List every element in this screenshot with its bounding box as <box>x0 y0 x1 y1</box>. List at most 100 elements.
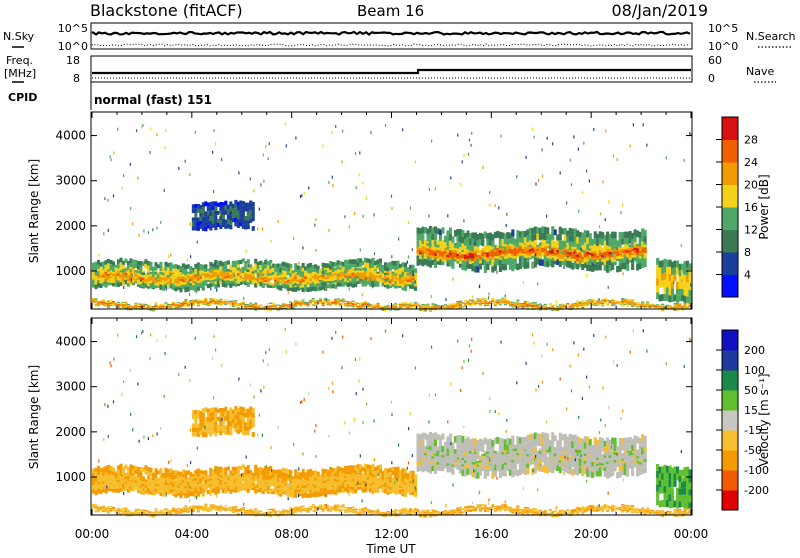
echo-cell <box>614 300 617 301</box>
echo-speckle <box>460 183 461 186</box>
echo-cell <box>421 233 424 240</box>
echo-cell <box>289 264 292 269</box>
echo-speckle <box>253 189 254 192</box>
echo-cell <box>631 264 634 270</box>
echo-speckle <box>157 227 158 230</box>
freq-tick-bottom: 8 <box>73 72 80 85</box>
echo-speckle <box>483 166 484 169</box>
echo-speckle <box>412 271 413 274</box>
echo-speckle <box>328 229 329 232</box>
echo-speckle <box>526 156 527 159</box>
echo-cell <box>222 215 225 219</box>
echo-speckle <box>137 177 138 180</box>
echo-speckle <box>673 281 674 284</box>
echo-speckle <box>471 132 472 135</box>
echo-speckle <box>107 199 108 202</box>
echo-cell <box>329 305 332 306</box>
echo-speckle <box>535 183 536 186</box>
echo-cell <box>312 298 315 299</box>
power-colorbar-tick-label: 16 <box>744 201 758 214</box>
echo-cell <box>252 226 255 231</box>
echo-speckle <box>538 179 539 182</box>
echo-speckle <box>429 188 430 191</box>
echo-cell <box>204 470 207 474</box>
echo-cell <box>100 267 103 270</box>
echo-cell <box>414 286 417 291</box>
echo-speckle <box>269 142 270 145</box>
echo-cell <box>147 305 150 306</box>
echo-cell <box>636 307 639 308</box>
echo-cell <box>107 276 110 278</box>
echo-cell <box>626 305 629 306</box>
echo-speckle <box>213 129 214 132</box>
echo-speckle <box>391 195 392 198</box>
echo-cell <box>164 272 167 274</box>
echo-speckle <box>472 295 473 298</box>
echo-speckle <box>300 195 301 198</box>
power-colorbar-tick-label: 8 <box>744 246 751 259</box>
echo-speckle <box>633 123 634 126</box>
echo-cell <box>329 279 332 281</box>
echo-cell <box>494 305 497 306</box>
echo-speckle <box>592 263 593 266</box>
echo-speckle <box>578 148 579 151</box>
echo-speckle <box>681 279 682 282</box>
echo-cell <box>249 303 252 304</box>
echo-speckle <box>630 145 631 148</box>
echo-cell <box>124 301 127 302</box>
echo-cell <box>122 282 125 284</box>
echo-speckle <box>370 131 371 134</box>
echo-cell <box>509 301 512 302</box>
echo-speckle <box>431 295 432 298</box>
echo-cell <box>581 307 584 308</box>
echo-speckle <box>234 274 235 277</box>
echo-cell <box>424 310 427 311</box>
echo-cell <box>279 285 282 288</box>
echo-speckle <box>148 231 149 234</box>
echo-cell <box>539 304 542 305</box>
echo-speckle <box>359 151 360 154</box>
echo-cell <box>604 298 607 299</box>
echo-cell <box>566 303 569 304</box>
echo-speckle <box>238 171 239 174</box>
echo-speckle <box>408 256 409 259</box>
nsearch-trace <box>92 44 690 46</box>
echo-cell <box>322 304 325 305</box>
echo-speckle <box>266 259 267 262</box>
echo-cell <box>322 305 325 306</box>
echo-cell <box>639 256 642 258</box>
echo-speckle <box>332 184 333 187</box>
velocity-echoes <box>92 328 692 517</box>
echo-cell <box>501 248 504 250</box>
echo-cell <box>299 305 302 306</box>
echo-speckle <box>314 224 315 227</box>
echo-cell <box>434 304 437 305</box>
echo-cell <box>342 267 345 269</box>
echo-cell <box>105 267 108 270</box>
echo-cell <box>606 305 609 306</box>
echo-cell <box>342 299 345 300</box>
echo-cell <box>474 261 477 264</box>
y-tick-label: 2000 <box>55 219 86 233</box>
echo-cell <box>184 285 187 287</box>
echo-speckle <box>141 126 142 129</box>
echo-speckle <box>542 175 543 178</box>
echo-cell <box>272 304 275 305</box>
echo-speckle <box>341 160 342 163</box>
echo-cell <box>516 256 519 258</box>
freq-tick-top: 18 <box>66 54 80 67</box>
frequency-strip: Freq. [MHz] 18 8 60 0 Nave <box>4 54 776 85</box>
echo-cell <box>110 300 113 301</box>
echo-cell <box>576 261 579 263</box>
echo-cell <box>377 305 380 306</box>
echo-speckle <box>495 204 496 207</box>
echo-cell <box>499 304 502 305</box>
echo-cell <box>322 275 325 277</box>
echo-cell <box>644 247 647 250</box>
echo-cell <box>102 270 105 272</box>
power-echoes <box>92 122 692 312</box>
echo-speckle <box>123 286 124 289</box>
echo-cell <box>674 274 677 281</box>
echo-speckle <box>189 279 190 282</box>
echo-speckle <box>683 270 684 273</box>
